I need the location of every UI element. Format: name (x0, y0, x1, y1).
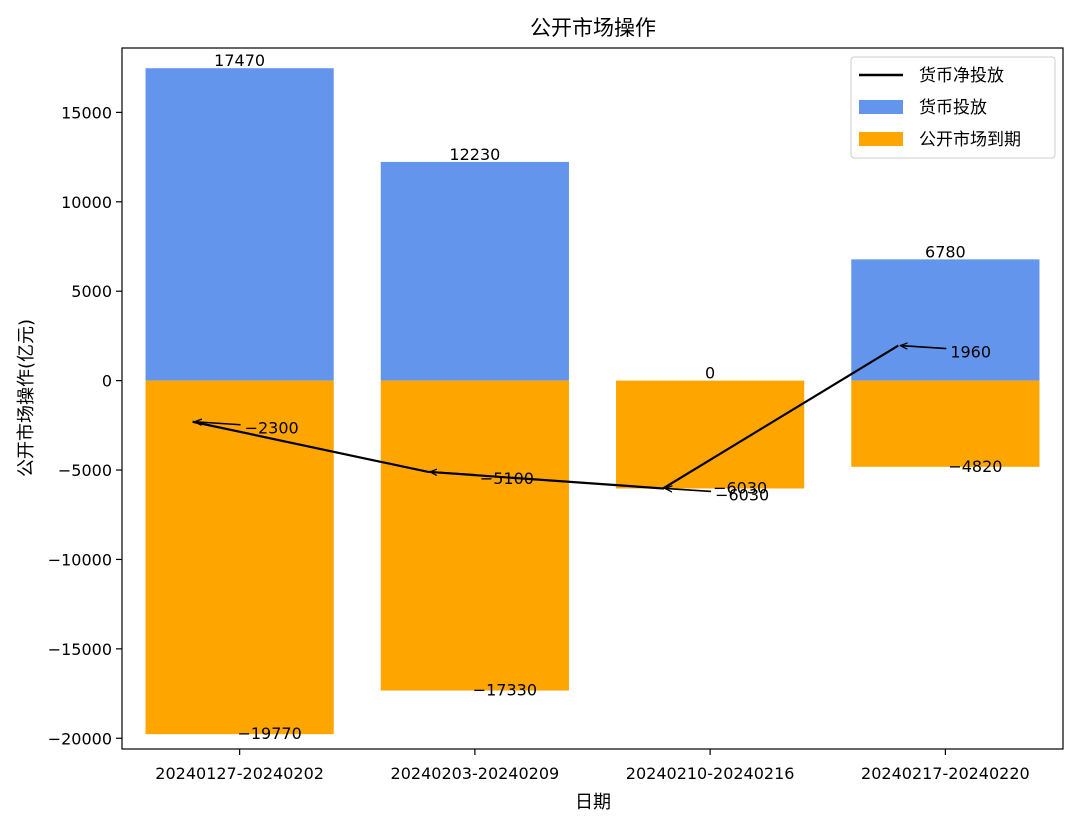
y-tick-label-7: 15000 (61, 103, 112, 122)
x-tick-label-1: 20240203-20240209 (391, 764, 560, 783)
legend-label-1: 货币投放 (919, 98, 987, 118)
y-axis-title: 公开市场操作(亿元) (16, 319, 37, 477)
label-maturity-2: −6030 (713, 478, 767, 497)
label-maturity-3: −4820 (948, 457, 1002, 476)
bar-issuance-1 (380, 161, 569, 381)
bars-layer (145, 68, 1040, 735)
y-tick-label-4: 0 (102, 372, 112, 391)
label-issuance-3: 6780 (925, 242, 966, 261)
legend-swatch-maturity (859, 132, 903, 146)
x-axis-title: 日期 (575, 792, 611, 813)
bar-maturity-1 (380, 380, 569, 691)
net-line-layer (192, 344, 947, 492)
x-tick-label-0: 20240127-20240202 (155, 764, 324, 783)
label-net-0: −2300 (245, 419, 299, 438)
bar-maturity-3 (851, 380, 1040, 467)
x-tick-label-3: 20240217-20240220 (861, 764, 1030, 783)
legend-label-0: 货币净投放 (919, 66, 1004, 86)
bar-issuance-3 (851, 259, 1040, 381)
y-tick-label-3: −5000 (58, 461, 112, 480)
y-tick-label-1: −15000 (48, 640, 112, 659)
x-tick-label-2: 20240210-20240216 (626, 764, 795, 783)
label-net-3: 1960 (950, 343, 991, 362)
y-tick-label-6: 10000 (61, 193, 112, 212)
chart-title: 公开市场操作 (530, 16, 656, 40)
y-tick-label-5: 5000 (71, 282, 112, 301)
label-net-2: −6030 (715, 485, 769, 504)
label-issuance-2: 0 (705, 364, 715, 383)
y-tick-label-2: −10000 (48, 550, 112, 569)
label-maturity-1: −17330 (473, 681, 537, 700)
net-annotation-arrow-1 (430, 472, 476, 475)
plot-frame (121, 47, 1064, 750)
net-annotation-arrow-3 (900, 346, 947, 349)
label-issuance-1: 12230 (449, 145, 500, 164)
net-issuance-line (192, 344, 899, 490)
label-issuance-0: 17470 (214, 51, 265, 70)
bar-issuance-0 (145, 68, 334, 381)
bar-maturity-2 (616, 380, 805, 489)
legend-label-2: 公开市场到期 (919, 130, 1021, 150)
net-annotation-arrow-0 (195, 422, 241, 425)
legend-swatch-issuance (859, 100, 903, 114)
data-labels-layer: 17470 12230 0 6780 −19770 −17330 −6030 −4820 −23… (214, 51, 1002, 743)
y-tick-label-0: −20000 (48, 729, 112, 748)
bar-maturity-0 (145, 380, 334, 735)
x-axis: 20240127-20240202 20240203-20240209 202402… (155, 749, 1030, 783)
label-net-1: −5100 (480, 469, 534, 488)
label-maturity-0: −19770 (237, 724, 301, 743)
y-axis: −20000 −15000 −10000 −5000 0 5000 10000 15000 (48, 103, 122, 748)
net-annotation-arrow-2 (665, 488, 712, 491)
